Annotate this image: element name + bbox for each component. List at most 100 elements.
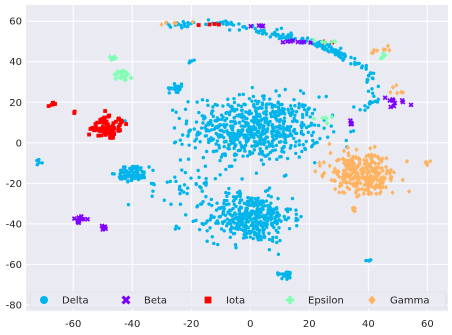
data-point-delta xyxy=(263,131,267,136)
data-point-delta xyxy=(300,120,304,125)
data-point-delta xyxy=(322,45,327,49)
data-point-delta xyxy=(255,199,259,203)
data-point-delta xyxy=(264,135,269,139)
data-point-delta xyxy=(306,107,310,112)
data-point-delta xyxy=(250,221,255,225)
data-point-beta xyxy=(248,23,254,29)
data-point-delta xyxy=(259,123,263,127)
data-point-delta xyxy=(241,119,245,123)
data-point-delta xyxy=(151,189,155,193)
data-point-iota xyxy=(111,134,115,139)
data-point-delta xyxy=(183,107,188,112)
data-point-delta xyxy=(246,129,250,134)
data-point-iota xyxy=(216,22,221,27)
data-point-delta xyxy=(252,120,256,125)
data-point-gamma xyxy=(375,154,381,160)
data-point-delta xyxy=(315,43,319,47)
series-iota xyxy=(46,22,335,140)
data-points xyxy=(35,18,433,281)
data-point-gamma xyxy=(390,84,396,90)
data-point-delta xyxy=(275,210,279,215)
data-point-delta xyxy=(128,166,132,171)
data-point-epsilon xyxy=(311,38,317,43)
data-point-delta xyxy=(274,89,278,93)
data-point-delta xyxy=(291,109,295,113)
data-point-gamma xyxy=(350,159,355,165)
data-point-delta xyxy=(169,202,173,206)
series-gamma xyxy=(159,19,433,214)
data-point-delta xyxy=(273,104,278,108)
data-point-delta xyxy=(233,243,238,247)
data-point-gamma xyxy=(381,47,386,53)
data-point-delta xyxy=(276,214,280,218)
data-point-delta xyxy=(209,136,213,140)
data-point-delta xyxy=(289,33,294,37)
data-point-delta xyxy=(239,143,243,147)
data-point-delta xyxy=(263,138,267,142)
data-point-delta xyxy=(252,233,257,237)
data-point-delta xyxy=(317,95,321,99)
data-point-delta xyxy=(185,191,189,196)
data-point-delta xyxy=(233,143,237,147)
data-point-delta xyxy=(150,194,154,198)
data-point-iota xyxy=(101,116,105,121)
data-point-delta xyxy=(273,148,277,152)
data-point-delta xyxy=(209,197,214,202)
y-tick-label: 60 xyxy=(9,17,22,28)
data-point-delta xyxy=(227,112,232,117)
data-point-gamma xyxy=(339,182,344,188)
data-point-delta xyxy=(126,202,131,207)
data-point-delta xyxy=(220,152,225,157)
data-point-delta xyxy=(243,143,248,148)
data-point-delta xyxy=(151,168,155,173)
data-point-delta xyxy=(254,223,258,227)
data-point-beta xyxy=(390,96,396,102)
data-point-delta xyxy=(123,176,128,181)
data-point-delta xyxy=(269,217,273,222)
data-point-iota xyxy=(116,124,121,129)
data-point-delta xyxy=(285,34,289,39)
data-point-iota xyxy=(97,129,102,133)
legend-label-epsilon: Epsilon xyxy=(308,296,344,307)
data-point-delta xyxy=(252,132,256,136)
data-point-epsilon xyxy=(329,39,335,45)
data-point-delta xyxy=(279,219,283,223)
data-point-delta xyxy=(369,71,373,75)
data-point-delta xyxy=(275,27,279,32)
data-point-gamma xyxy=(338,180,343,186)
data-point-delta xyxy=(268,35,273,39)
data-point-delta xyxy=(203,115,207,120)
data-point-delta xyxy=(277,131,281,135)
data-point-delta xyxy=(259,134,263,139)
data-point-delta xyxy=(178,184,182,188)
data-point-delta xyxy=(204,221,208,225)
data-point-delta xyxy=(232,100,237,105)
data-point-gamma xyxy=(357,157,362,163)
data-point-delta xyxy=(110,172,115,176)
data-point-delta xyxy=(285,277,289,281)
data-point-delta xyxy=(177,116,181,121)
data-point-iota xyxy=(90,125,95,130)
data-point-delta xyxy=(186,20,190,25)
data-point-delta xyxy=(292,97,296,102)
data-point-delta xyxy=(268,150,273,155)
data-point-iota xyxy=(212,22,217,26)
data-point-delta xyxy=(217,143,221,148)
data-point-delta xyxy=(237,223,242,227)
data-point-delta xyxy=(214,142,218,146)
data-point-gamma xyxy=(382,175,388,181)
data-point-delta xyxy=(240,177,244,181)
data-point-delta xyxy=(217,215,221,219)
data-point-delta xyxy=(184,213,188,217)
data-point-delta xyxy=(227,143,231,147)
data-point-delta xyxy=(172,141,177,145)
data-point-delta xyxy=(225,217,230,221)
data-point-delta xyxy=(239,108,244,113)
data-point-gamma xyxy=(337,189,342,195)
data-point-delta xyxy=(259,238,263,242)
data-point-delta xyxy=(301,143,305,147)
data-point-gamma xyxy=(336,168,341,174)
data-point-delta xyxy=(248,212,253,216)
data-point-gamma xyxy=(377,190,382,196)
data-point-delta xyxy=(238,194,242,199)
